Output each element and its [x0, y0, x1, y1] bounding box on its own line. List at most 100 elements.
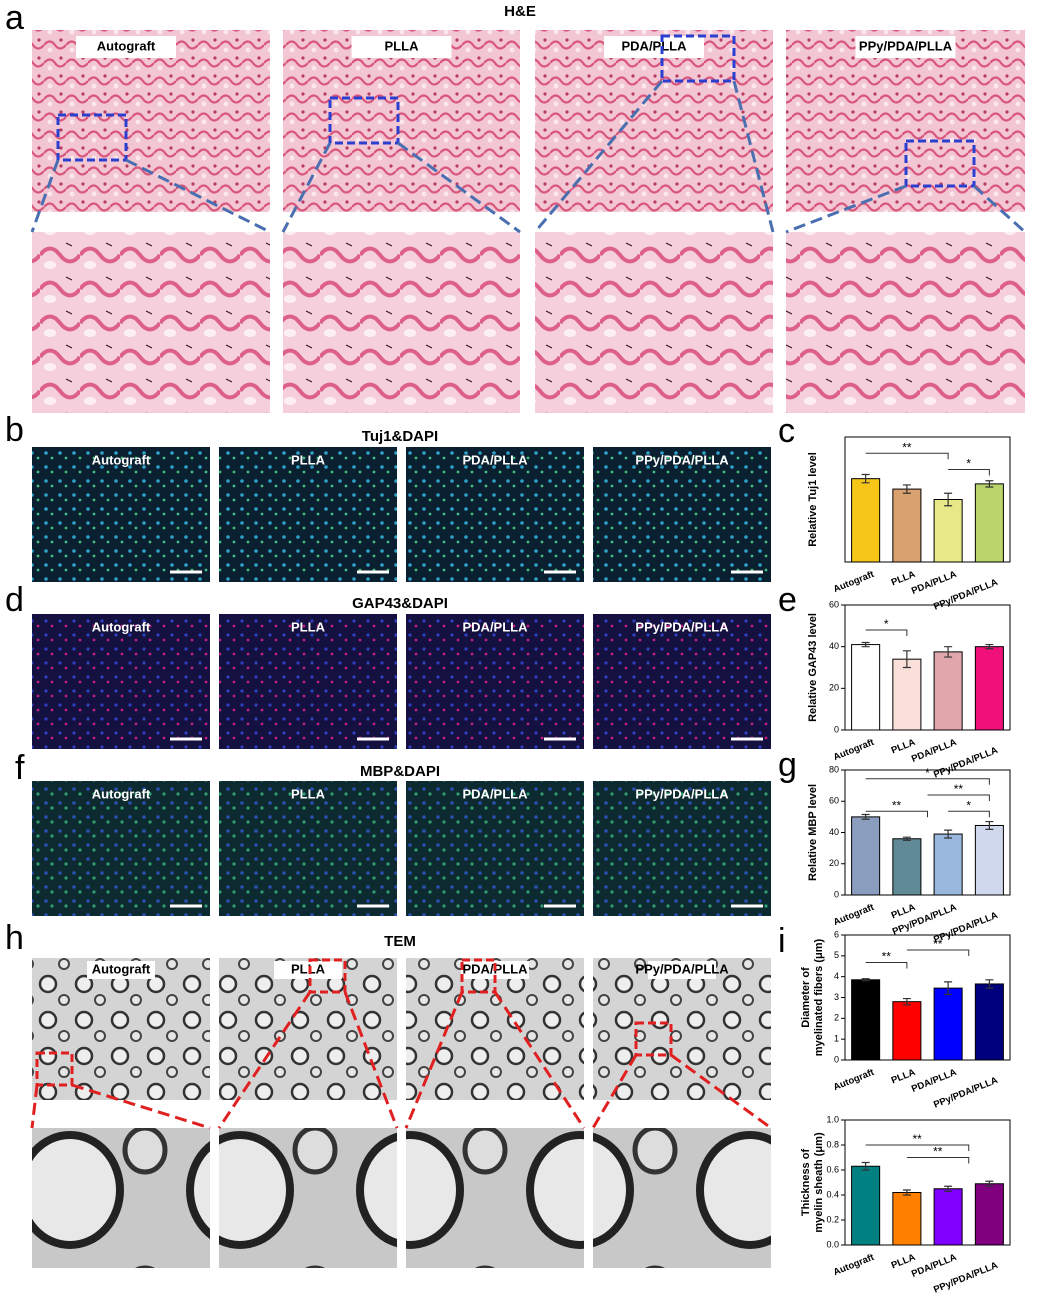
significance-label: ** [902, 440, 912, 454]
significance-label: ** [882, 950, 892, 964]
y-tick-label: 2 [834, 1013, 839, 1023]
micrograph [593, 1128, 771, 1268]
micrograph [219, 958, 397, 1100]
y-axis-label: Relative MBP level [807, 784, 819, 881]
significance-bracket [906, 1157, 970, 1164]
significance-label: ** [913, 1132, 923, 1146]
image-label: Autograft [92, 961, 151, 976]
panel-title: GAP43&DAPI [352, 595, 448, 612]
significance-label: ** [933, 1145, 943, 1159]
y-tick-label: 0 [834, 724, 839, 734]
label-box [87, 961, 155, 979]
label-box [274, 961, 342, 979]
panel-title: MBP&DAPI [360, 763, 440, 780]
image-label: Autograft [92, 786, 151, 801]
image-label: PLLA [291, 961, 326, 976]
micrograph [219, 781, 397, 916]
panel-letter: h [5, 919, 24, 957]
x-tick-label: PDA/PLLA [910, 569, 958, 597]
image-label: PDA/PLLA [463, 452, 529, 467]
y-tick-label: 20 [829, 683, 839, 693]
plot-frame [844, 436, 1011, 563]
significance-bracket [865, 1144, 970, 1151]
error-bar [861, 473, 870, 484]
error-bar [861, 641, 870, 648]
zoom-line [125, 158, 271, 234]
micrograph [406, 781, 584, 916]
plot-frame [844, 604, 1011, 731]
micrograph [406, 447, 584, 582]
image-label: PPy/PDA/PLLA [635, 961, 729, 976]
y-tick-label: 0.0 [826, 1239, 839, 1249]
panel-letter: e [778, 581, 797, 619]
significance-label: ** [892, 798, 902, 812]
y-tick-label: 0.4 [826, 1189, 839, 1199]
error-bar [902, 997, 911, 1006]
panel-title: Tuj1&DAPI [362, 428, 438, 445]
panel-title: TEM [384, 933, 416, 950]
bar [933, 987, 963, 1061]
image-label: PLLA [291, 619, 326, 634]
micrograph [32, 447, 210, 582]
micrograph [406, 1128, 584, 1268]
label-box [855, 36, 956, 58]
y-tick-label: 20 [829, 858, 839, 868]
significance-label: * [966, 457, 971, 471]
bar [851, 478, 881, 563]
zoom-line [591, 1054, 638, 1129]
x-tick-label: Autograft [832, 737, 877, 764]
micrograph [32, 614, 210, 749]
error-bar [985, 979, 994, 989]
zoom-line [785, 184, 907, 234]
image-label: Autograft [92, 452, 151, 467]
zoom-line [404, 991, 464, 1129]
y-axis-label: Relative Tuj1 level [807, 452, 819, 547]
error-bar [902, 836, 911, 841]
x-tick-label: PDA/PLLA [910, 1252, 958, 1280]
micrograph [219, 614, 397, 749]
y-axis-label: myelinated fibers (μm) [813, 938, 825, 1056]
y-axis-label: Thickness of [800, 1149, 812, 1217]
label-box [604, 36, 704, 58]
label-box [648, 961, 716, 979]
y-tick-label: 0 [834, 1054, 839, 1064]
micrograph [32, 232, 270, 413]
zoom-box [56, 113, 128, 162]
image-label: PLLA [291, 452, 326, 467]
y-axis-label: Diameter of [800, 967, 812, 1028]
error-bar [861, 1161, 870, 1171]
zoom-line [670, 1053, 772, 1130]
y-tick-label: 4 [834, 971, 839, 981]
y-tick-label: 80 [829, 764, 839, 774]
image-label: PPy/PDA/PLLA [635, 619, 729, 634]
y-tick-label: 40 [829, 827, 839, 837]
bar [974, 1183, 1004, 1246]
y-tick-label: 0.2 [826, 1214, 839, 1224]
image-label: PPy/PDA/PLLA [635, 786, 729, 801]
zoom-box [308, 958, 347, 994]
zoom-box [460, 958, 497, 994]
significance-bracket [865, 452, 949, 460]
micrograph [593, 781, 771, 916]
bar [851, 1165, 881, 1246]
y-axis-label: myelin sheath (μm) [813, 1132, 825, 1233]
zoom-line [71, 1083, 211, 1130]
bar [974, 824, 1004, 896]
significance-bracket [865, 629, 908, 636]
y-tick-label: 5 [834, 950, 839, 960]
label-box [351, 36, 452, 58]
significance-label: * [884, 617, 889, 631]
image-label: PLLA [291, 786, 326, 801]
significance-bracket [906, 949, 970, 956]
bar [892, 1001, 922, 1061]
bar [851, 979, 881, 1061]
zoom-box [904, 139, 976, 188]
zoom-box [328, 96, 400, 145]
zoom-box [634, 1021, 673, 1057]
image-label: PDA/PLLA [622, 38, 688, 53]
y-tick-label: 0.8 [826, 1139, 839, 1149]
x-tick-label: Autograft [832, 1067, 877, 1094]
micrograph [219, 447, 397, 582]
y-tick-label: 1 [834, 1034, 839, 1044]
zoom-box [35, 1051, 74, 1087]
